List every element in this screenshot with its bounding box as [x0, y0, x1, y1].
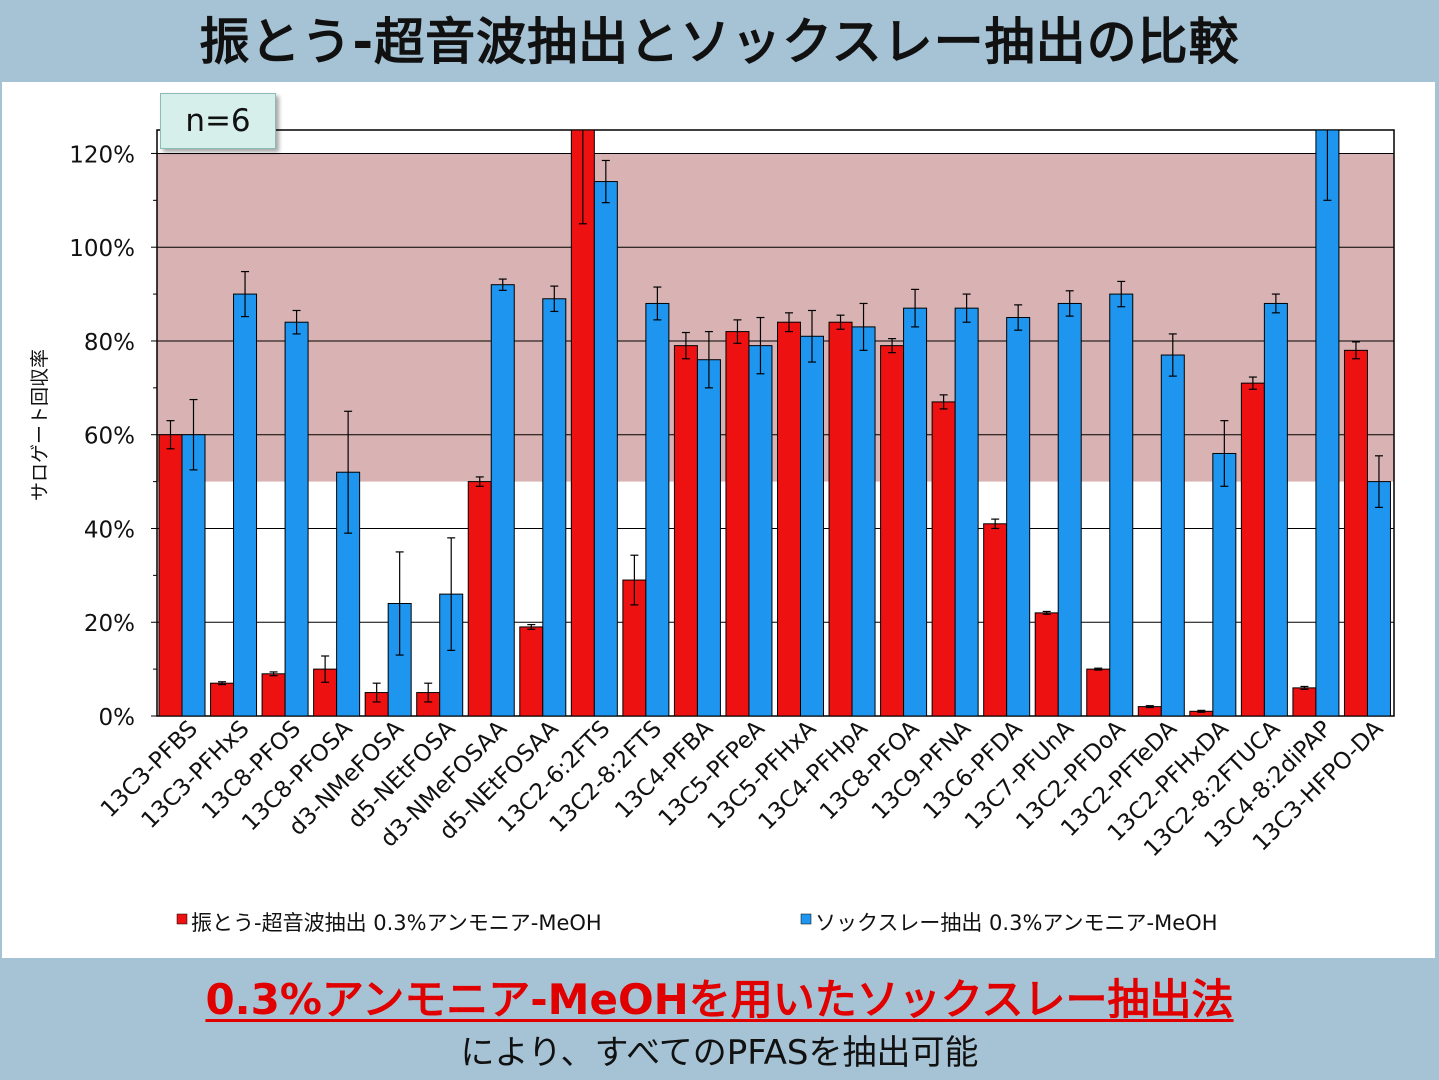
bar-chart: 0%20%40%60%80%100%120%サロゲート回収率13C3-PFBS1… — [29, 129, 1395, 935]
bar-soxhlet — [593, 181, 618, 717]
bar-shaking — [828, 321, 853, 717]
bar-shaking — [1343, 349, 1368, 717]
bar-shaking — [725, 331, 750, 717]
y-tick-label: 80% — [84, 330, 135, 356]
bar-soxhlet — [490, 284, 515, 717]
legend-swatch — [176, 913, 188, 925]
bar-soxhlet — [903, 307, 928, 717]
bar-shaking — [1086, 668, 1111, 717]
bar-shaking — [158, 434, 183, 717]
bar-soxhlet — [1057, 302, 1082, 717]
y-tick-label: 0% — [99, 705, 136, 731]
legend-label: 振とう-超音波抽出 0.3%アンモニア-MeOH — [191, 911, 602, 935]
y-tick-label: 120% — [69, 142, 135, 168]
bar-soxhlet — [800, 335, 824, 717]
bar-soxhlet — [1366, 481, 1391, 717]
bar-shaking — [673, 345, 698, 717]
bar-shaking — [261, 673, 286, 717]
bar-shaking — [880, 345, 905, 717]
bar-shaking — [777, 321, 801, 717]
footer-highlight-text: 0.3%アンモニア-MeOHを用いたソックスレー抽出法 — [205, 975, 1234, 1024]
bar-shaking — [1034, 612, 1059, 717]
bar-soxhlet — [542, 298, 567, 717]
bar-soxhlet — [1160, 354, 1185, 717]
bar-soxhlet — [696, 359, 721, 717]
legend-swatch — [800, 913, 812, 925]
y-tick-label: 100% — [69, 236, 135, 262]
bar-shaking — [983, 523, 1008, 717]
y-tick-label: 20% — [84, 611, 135, 637]
bar-soxhlet — [1315, 129, 1340, 717]
bar-shaking — [467, 481, 492, 717]
bar-shaking — [519, 626, 544, 717]
bar-soxhlet — [284, 321, 309, 717]
bar-soxhlet — [1109, 293, 1134, 717]
y-tick-label: 40% — [84, 517, 135, 543]
y-tick-label: 60% — [84, 424, 135, 450]
acceptable-range-band — [157, 153, 1394, 482]
bar-soxhlet — [233, 293, 258, 717]
sample-count-badge: n=6 — [160, 93, 276, 149]
bar-soxhlet — [181, 434, 206, 717]
bar-shaking — [931, 401, 956, 717]
bar-soxhlet — [645, 302, 670, 717]
bar-soxhlet — [1263, 302, 1288, 717]
plot-border — [156, 129, 1395, 717]
bar-soxhlet — [748, 345, 773, 717]
bar-shaking — [1292, 687, 1317, 717]
bar-shaking — [1240, 382, 1265, 717]
footer-subtext: により、すべてのPFASを抽出可能 — [460, 1033, 979, 1073]
bar-soxhlet — [954, 307, 979, 717]
footer-highlight: 0.3%アンモニア-MeOHを用いたソックスレー抽出法 — [0, 972, 1439, 1028]
bar-soxhlet — [1006, 317, 1031, 717]
y-axis-label: サロゲート回収率 — [29, 349, 51, 501]
bar-soxhlet — [1212, 452, 1237, 717]
legend-label: ソックスレー抽出 0.3%アンモニア-MeOH — [815, 911, 1218, 935]
bar-soxhlet — [851, 326, 876, 717]
slide-title: 振とう-超音波抽出とソックスレー抽出の比較 — [199, 13, 1240, 71]
bar-shaking — [210, 682, 235, 717]
